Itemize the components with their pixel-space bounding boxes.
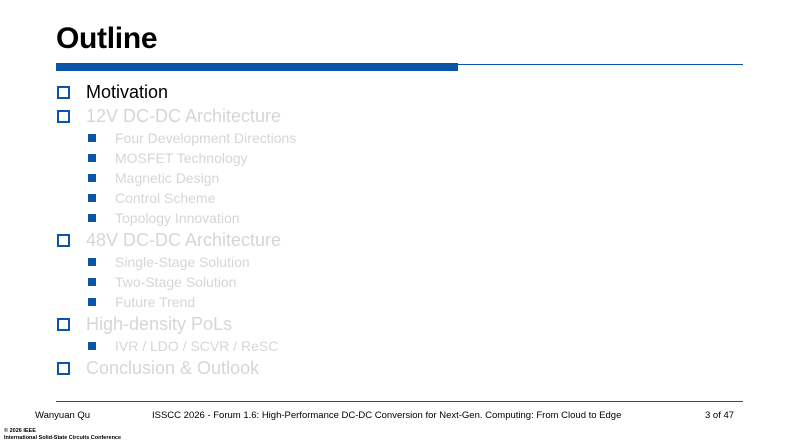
outline-subitem: MOSFET Technology <box>56 148 736 168</box>
outline-subitem-label: Future Trend <box>115 294 196 310</box>
outline-subitem: Control Scheme <box>56 188 736 208</box>
outline-subitem-label: IVR / LDO / SCVR / ReSC <box>115 338 279 354</box>
outline-item-label: High-density PoLs <box>86 314 233 334</box>
outline-subitem-label: Magnetic Design <box>115 170 220 186</box>
copyright-line: © 2026 IEEE <box>4 428 36 434</box>
footer-divider <box>56 401 743 402</box>
filled-square-bullet-icon <box>88 194 96 202</box>
title-underline-thick <box>56 63 458 71</box>
outline-subitem: Future Trend <box>56 292 736 312</box>
filled-square-bullet-icon <box>88 298 96 306</box>
hollow-square-bullet-icon <box>57 86 70 99</box>
hollow-square-bullet-icon <box>57 362 70 375</box>
outline-subitem: Four Development Directions <box>56 128 736 148</box>
outline-subitem: Single-Stage Solution <box>56 252 736 272</box>
outline-subitem: IVR / LDO / SCVR / ReSC <box>56 336 736 356</box>
copyright-notice: © 2026 IEEE International Solid-State Ci… <box>4 428 121 442</box>
hollow-square-bullet-icon <box>57 110 70 123</box>
outline-item-48v-architecture: 48V DC-DC Architecture <box>56 228 736 252</box>
outline-item-label: 12V DC-DC Architecture <box>86 106 282 126</box>
outline-item-label: Motivation <box>86 82 169 102</box>
filled-square-bullet-icon <box>88 154 96 162</box>
hollow-square-bullet-icon <box>57 318 70 331</box>
outline-subitem-label: Control Scheme <box>115 190 216 206</box>
filled-square-bullet-icon <box>88 342 96 350</box>
footer-conference: ISSCC 2026 - Forum 1.6: High-Performance… <box>152 410 622 421</box>
outline-subitem-label: Single-Stage Solution <box>115 254 250 270</box>
filled-square-bullet-icon <box>88 278 96 286</box>
outline-subitem: Two-Stage Solution <box>56 272 736 292</box>
hollow-square-bullet-icon <box>57 234 70 247</box>
outline-item-high-density-pols: High-density PoLs <box>56 312 736 336</box>
outline-item-label: Conclusion & Outlook <box>86 358 260 378</box>
filled-square-bullet-icon <box>88 258 96 266</box>
outline-item-label: 48V DC-DC Architecture <box>86 230 282 250</box>
outline-subitem-label: Topology Innovation <box>115 210 240 226</box>
footer-page-number: 3 of 47 <box>705 410 735 421</box>
footer-author: Wanyuan Qu <box>35 410 91 421</box>
outline-subitem: Magnetic Design <box>56 168 736 188</box>
outline-subitem-label: Four Development Directions <box>115 130 297 146</box>
outline-subitem-label: MOSFET Technology <box>115 150 248 166</box>
slide-title: Outline <box>56 22 158 55</box>
filled-square-bullet-icon <box>88 134 96 142</box>
title-underline-thin <box>56 64 743 65</box>
outline-item-motivation: Motivation <box>56 80 736 104</box>
outline-subitem: Topology Innovation <box>56 208 736 228</box>
outline-item-conclusion: Conclusion & Outlook <box>56 356 736 380</box>
copyright-line: International Solid-State Circuits Confe… <box>4 435 122 441</box>
outline-subitem-label: Two-Stage Solution <box>115 274 237 290</box>
filled-square-bullet-icon <box>88 174 96 182</box>
outline-item-12v-architecture: 12V DC-DC Architecture <box>56 104 736 128</box>
outline-list: Motivation 12V DC-DC Architecture Four D… <box>56 80 736 380</box>
filled-square-bullet-icon <box>88 214 96 222</box>
